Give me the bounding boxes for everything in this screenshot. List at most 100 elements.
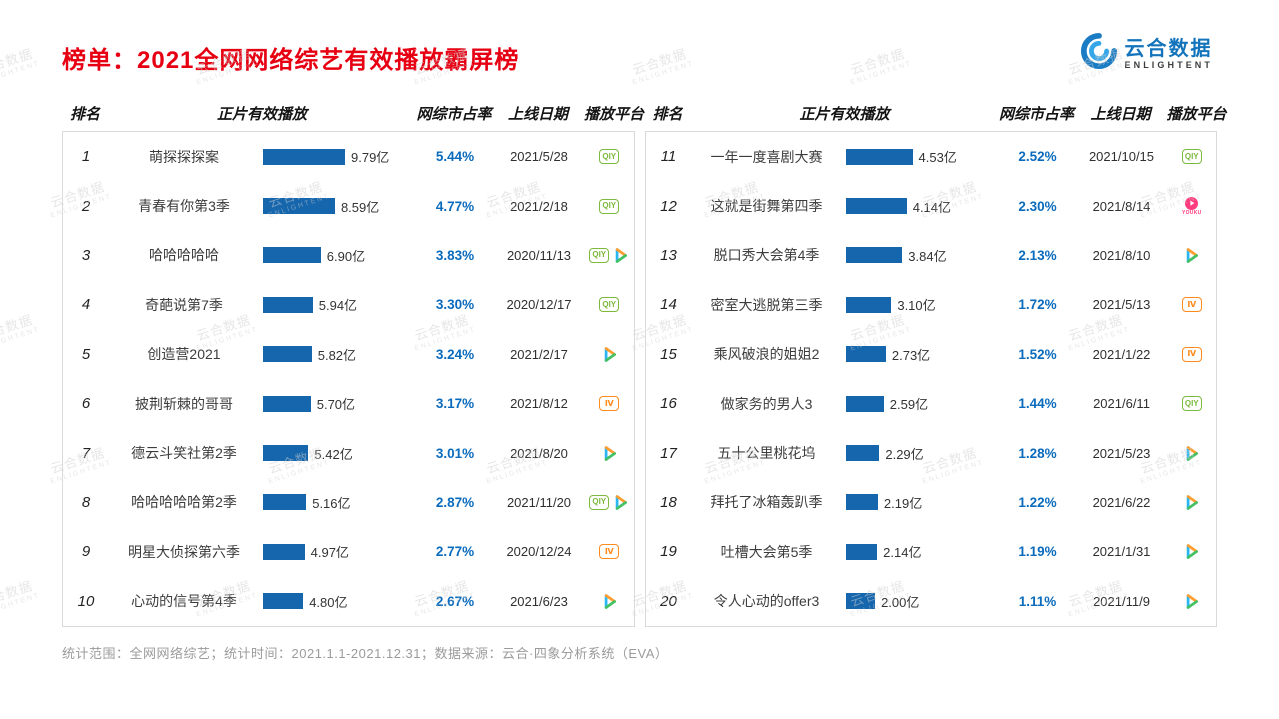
playback-bar-cell: 4.14亿 <box>842 197 1000 216</box>
platform-icons <box>1168 445 1217 462</box>
playback-bar <box>845 494 878 511</box>
platform-icons: QIY <box>585 297 634 313</box>
show-name: 一年一度喜剧大赛 <box>710 148 823 165</box>
mango-icon: Ⅳ <box>1181 346 1202 362</box>
platform-icons: QIY <box>585 198 634 214</box>
col-share: 网综市占率 <box>416 106 492 123</box>
iqiyi-icon: QIY <box>599 198 620 214</box>
iqiyi-icon: QIY <box>599 297 620 313</box>
platform-icons <box>1168 593 1217 610</box>
playback-value: 2.29亿 <box>885 446 924 462</box>
playback-value: 4.53亿 <box>918 150 957 166</box>
show-name: 萌探探探案 <box>149 148 219 165</box>
table-row: 3 哈哈哈哈哈 6.90亿 3.83% 2020/11/13 QIY <box>63 231 634 280</box>
launch-date: 2021/11/20 <box>506 494 572 510</box>
playback-bar-cell: 2.19亿 <box>842 493 1000 512</box>
playback-bar <box>845 148 913 165</box>
show-name: 令人心动的offer3 <box>713 593 820 610</box>
table-row: 13 脱口秀大会第4季 3.84亿 2.13% 2021/8/10 <box>646 231 1217 280</box>
playback-value: 8.59亿 <box>340 199 380 215</box>
table-row: 15 乘风破浪的姐姐2 2.73亿 1.52% 2021/1/22 Ⅳ <box>646 330 1217 379</box>
market-share-value: 1.72% <box>1018 297 1057 313</box>
playback-value: 2.19亿 <box>883 495 923 511</box>
playback-bar-cell: 9.79亿 <box>259 147 417 166</box>
show-name: 德云斗笑社第2季 <box>131 445 237 462</box>
market-share-value: 1.28% <box>1018 445 1057 461</box>
rank-cell: 8 <box>81 493 91 511</box>
platform-icons: QIY <box>585 247 634 264</box>
playback-value: 4.80亿 <box>309 594 348 610</box>
playback-value: 5.70亿 <box>316 397 356 413</box>
platform-icons: Ⅳ <box>585 544 634 560</box>
iqiyi-icon: QIY <box>1181 396 1202 412</box>
playback-bar <box>845 247 903 264</box>
launch-date: 2021/1/22 <box>1092 346 1151 362</box>
rank-cell: 9 <box>81 543 91 561</box>
playback-value: 3.10亿 <box>897 298 936 314</box>
rank-cell: 1 <box>81 148 91 166</box>
playback-value: 5.42亿 <box>314 446 353 462</box>
market-share-value: 1.44% <box>1018 396 1057 412</box>
table-row: 17 五十公里桃花坞 2.29亿 1.28% 2021/5/23 <box>646 428 1217 477</box>
col-playback: 正片有效播放 <box>799 106 890 123</box>
logo-name: 云合数据 <box>1124 37 1213 60</box>
logo-subtitle: ENLIGHTENT <box>1124 59 1213 70</box>
playback-bar <box>845 543 878 560</box>
playback-value: 4.97亿 <box>310 545 349 561</box>
market-share-value: 2.30% <box>1018 198 1057 214</box>
playback-bar-cell: 5.70亿 <box>259 394 417 413</box>
panel-right: 排名 正片有效播放 网综市占率 上线日期 播放平台 11 一年一度喜剧大赛 4.53… <box>644 103 1227 627</box>
tencent-icon <box>612 494 629 511</box>
market-share-value: 2.87% <box>435 494 475 510</box>
playback-bar-cell: 3.84亿 <box>842 246 1000 265</box>
panel-right-rows: 11 一年一度喜剧大赛 4.53亿 2.52% 2021/10/15 QIY 12 这就是街舞… <box>644 131 1217 627</box>
footer-note: 统计范围：全网网络综艺；统计时间：2021.1.1-2021.12.31；数据来… <box>62 645 669 661</box>
platform-icons: Ⅳ <box>585 396 634 412</box>
playback-value: 2.14亿 <box>883 545 922 561</box>
table-row: 19 吐槽大会第5季 2.14亿 1.19% 2021/1/31 <box>646 527 1217 576</box>
playback-bar <box>845 296 892 313</box>
rank-cell: 5 <box>81 345 91 363</box>
playback-bar <box>263 296 313 313</box>
show-name: 吐槽大会第5季 <box>720 543 813 560</box>
table-row: 8 哈哈哈哈哈第2季 5.16亿 2.87% 2021/11/20 QIY <box>63 478 634 527</box>
playback-bar <box>263 543 305 560</box>
rank-cell: 15 <box>660 345 677 363</box>
tencent-icon <box>601 593 618 610</box>
col-share: 网综市占率 <box>998 106 1074 123</box>
show-name: 奇葩说第7季 <box>145 296 223 313</box>
header: 榜单：2021全网网络综艺有效播放霸屏榜 云合数据 ENLIGHTENT <box>0 0 1279 75</box>
market-share-value: 2.52% <box>1018 149 1057 165</box>
platform-icons: Ⅳ <box>1168 297 1217 313</box>
platform-icons <box>585 593 634 610</box>
rank-cell: 16 <box>660 395 677 413</box>
column-headers: 排名 正片有效播放 网综市占率 上线日期 播放平台 <box>62 103 644 124</box>
table-row: 6 披荆斩棘的哥哥 5.70亿 3.17% 2021/8/12 Ⅳ <box>63 379 634 428</box>
launch-date: 2020/11/13 <box>506 247 572 263</box>
launch-date: 2021/6/23 <box>510 593 568 609</box>
tencent-icon <box>1183 593 1200 610</box>
rank-cell: 2 <box>81 197 91 215</box>
rank-cell: 14 <box>660 296 677 314</box>
page-title: 榜单：2021全网网络综艺有效播放霸屏榜 <box>62 47 520 74</box>
rank-cell: 4 <box>81 296 91 314</box>
playback-bar-cell: 5.16亿 <box>259 493 417 512</box>
rank-cell: 3 <box>81 246 91 264</box>
show-name: 哈哈哈哈哈第2季 <box>131 494 237 511</box>
playback-bar <box>263 494 307 511</box>
table-row: 4 奇葩说第7季 5.94亿 3.30% 2020/12/17 QIY <box>63 280 634 329</box>
rank-cell: 6 <box>81 395 91 413</box>
playback-bar <box>845 395 884 412</box>
playback-bar <box>263 198 335 215</box>
market-share-value: 4.77% <box>435 198 475 214</box>
table-row: 16 做家务的男人3 2.59亿 1.44% 2021/6/11 QIY <box>646 379 1217 428</box>
show-name: 披荆斩棘的哥哥 <box>135 395 233 412</box>
panel-left-rows: 1 萌探探探案 9.79亿 5.44% 2021/5/28 QIY 2 青春有你第3季 8.59… <box>62 131 635 627</box>
rank-cell: 19 <box>660 543 677 561</box>
market-share-value: 1.11% <box>1018 593 1057 609</box>
playback-value: 5.94亿 <box>318 298 358 314</box>
launch-date: 2021/6/11 <box>1093 396 1150 412</box>
market-share-value: 5.44% <box>435 149 475 165</box>
playback-bar-cell: 2.59亿 <box>842 394 1000 413</box>
playback-bar-cell: 2.14亿 <box>842 542 1000 561</box>
